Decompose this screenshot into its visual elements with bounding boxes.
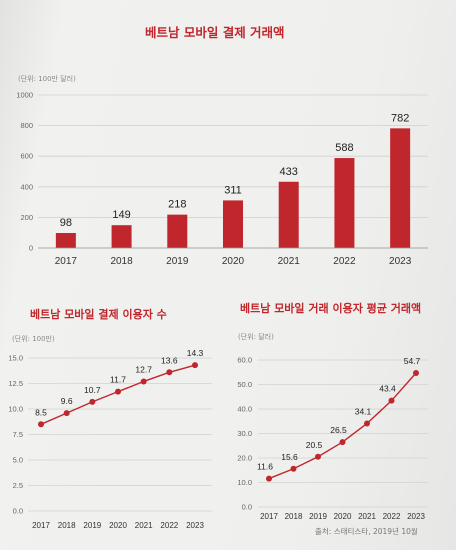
users-value-label: 9.6 bbox=[61, 396, 73, 406]
avg-x-tick-label: 2019 bbox=[309, 512, 327, 521]
avg-y-tick-label: 60.0 bbox=[237, 356, 252, 365]
avg-x-tick-label: 2023 bbox=[407, 512, 425, 521]
bar-chart-unit: (단위: 100만 달러) bbox=[18, 75, 76, 83]
users-value-label: 14.3 bbox=[187, 348, 204, 358]
avg-value-label: 20.5 bbox=[306, 440, 323, 450]
users-x-tick-label: 2022 bbox=[160, 521, 178, 530]
avg-point bbox=[413, 369, 419, 376]
avg-x-tick-label: 2022 bbox=[383, 512, 401, 521]
bar-y-tick-label: 0 bbox=[29, 244, 33, 253]
users-y-tick-label: 0.0 bbox=[13, 507, 23, 516]
users-x-tick-label: 2020 bbox=[109, 521, 127, 530]
users-y-tick-label: 10.0 bbox=[8, 405, 23, 414]
users-point bbox=[89, 398, 96, 405]
bar-x-tick-label: 2023 bbox=[389, 256, 412, 267]
source-note: 출처: 스태티스타, 2019년 10월 bbox=[315, 527, 418, 536]
bar-mark bbox=[167, 214, 188, 248]
avg-y-tick-label: 0.0 bbox=[242, 503, 252, 512]
users-y-tick-label: 12.5 bbox=[8, 379, 23, 388]
users-point bbox=[115, 388, 121, 395]
avg-value-label: 26.5 bbox=[330, 425, 347, 435]
bar-mark bbox=[55, 233, 76, 248]
users-value-label: 12.7 bbox=[135, 364, 152, 374]
avg-value-label: 11.6 bbox=[257, 462, 273, 472]
bar-value-label: 149 bbox=[112, 209, 130, 221]
bar-y-tick-label: 200 bbox=[20, 213, 33, 222]
avg-point bbox=[290, 465, 297, 472]
bar-y-tick-label: 600 bbox=[20, 152, 33, 161]
avg-point bbox=[339, 439, 346, 446]
bar-mark bbox=[111, 225, 132, 248]
bar-mark bbox=[390, 128, 411, 248]
bar-x-tick-label: 2019 bbox=[166, 256, 189, 267]
avg-y-tick-label: 50.0 bbox=[237, 380, 252, 389]
users-point bbox=[140, 378, 147, 385]
bar-x-tick-label: 2017 bbox=[55, 256, 78, 267]
users-chart-unit: (단위: 100만) bbox=[12, 335, 55, 343]
bar-value-label: 218 bbox=[168, 199, 186, 211]
avg-x-tick-label: 2017 bbox=[260, 512, 278, 521]
bar-x-tick-label: 2021 bbox=[278, 256, 301, 267]
users-point bbox=[63, 410, 70, 417]
users-value-label: 13.6 bbox=[161, 355, 178, 365]
avg-value-label: 34.1 bbox=[355, 406, 372, 416]
users-y-tick-label: 7.5 bbox=[13, 430, 23, 439]
avg-y-tick-label: 20.0 bbox=[237, 454, 252, 463]
bar-y-tick-label: 1000 bbox=[16, 91, 33, 100]
bar-x-tick-label: 2022 bbox=[333, 256, 356, 267]
users-x-tick-label: 2023 bbox=[186, 521, 204, 530]
bar-value-label: 588 bbox=[335, 142, 353, 154]
bar-mark bbox=[223, 200, 243, 248]
users-x-tick-label: 2021 bbox=[135, 521, 153, 530]
bar-y-tick-label: 800 bbox=[20, 121, 33, 130]
users-value-label: 10.7 bbox=[84, 385, 101, 395]
avg-chart-title: 베트남 모바일 거래 이용자 평균 거래액 bbox=[240, 302, 422, 315]
avg-value-label: 54.7 bbox=[404, 356, 421, 366]
avg-value-label: 43.4 bbox=[379, 384, 396, 394]
bar-x-tick-label: 2018 bbox=[110, 256, 133, 267]
bar-mark bbox=[334, 158, 355, 248]
users-point bbox=[166, 369, 173, 376]
users-y-tick-label: 2.5 bbox=[13, 481, 23, 490]
avg-point bbox=[266, 475, 272, 482]
avg-x-tick-label: 2020 bbox=[334, 512, 352, 521]
users-value-label: 8.5 bbox=[35, 407, 47, 417]
avg-point bbox=[388, 397, 395, 404]
bar-value-label: 782 bbox=[391, 112, 409, 124]
avg-y-tick-label: 10.0 bbox=[237, 478, 252, 487]
users-x-tick-label: 2017 bbox=[32, 521, 50, 530]
avg-chart-unit: (단위: 달러) bbox=[238, 333, 274, 341]
users-x-tick-label: 2018 bbox=[58, 521, 76, 530]
avg-point bbox=[364, 420, 370, 427]
avg-y-tick-label: 30.0 bbox=[237, 429, 252, 438]
users-x-tick-label: 2019 bbox=[83, 521, 101, 530]
bar-y-tick-label: 400 bbox=[20, 182, 33, 191]
users-point bbox=[38, 421, 44, 428]
bar-value-label: 433 bbox=[280, 166, 298, 178]
users-point bbox=[192, 362, 198, 369]
bar-value-label: 311 bbox=[224, 184, 242, 196]
avg-x-tick-label: 2021 bbox=[358, 512, 376, 521]
users-chart-title: 베트남 모바일 결제 이용자 수 bbox=[30, 308, 167, 321]
bar-value-label: 98 bbox=[60, 217, 72, 229]
users-value-label: 11.7 bbox=[110, 375, 126, 385]
users-y-tick-label: 15.0 bbox=[8, 354, 23, 363]
bar-chart-title: 베트남 모바일 결제 거래액 bbox=[145, 25, 285, 40]
avg-value-label: 15.6 bbox=[281, 452, 298, 462]
users-y-tick-label: 5.0 bbox=[13, 456, 23, 465]
avg-y-tick-label: 40.0 bbox=[237, 405, 252, 414]
avg-x-tick-label: 2018 bbox=[285, 512, 303, 521]
bar-mark bbox=[278, 181, 299, 248]
avg-point bbox=[315, 453, 321, 460]
bar-x-tick-label: 2020 bbox=[222, 256, 245, 267]
